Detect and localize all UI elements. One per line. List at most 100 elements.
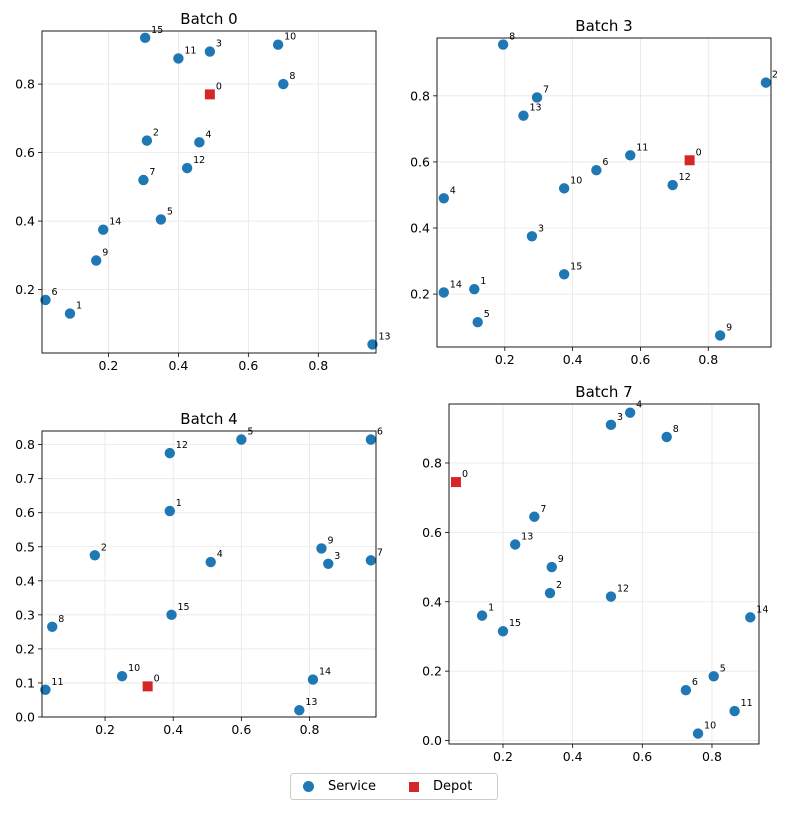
service-point-10 — [692, 728, 704, 739]
y-tick-label: 0.2 — [15, 641, 35, 656]
subplot-title: Batch 4 — [180, 410, 237, 428]
service-point-12 — [667, 179, 678, 191]
point-label: 2 — [556, 580, 562, 591]
service-marker-icon — [303, 781, 314, 792]
point-label: 1 — [176, 498, 182, 509]
axes-frame — [41, 30, 377, 354]
service-point-3 — [204, 46, 216, 57]
point-label: 3 — [334, 551, 340, 562]
service-point-14 — [438, 287, 449, 298]
y-tick-label: 0.2 — [422, 664, 442, 679]
point-label: 10 — [704, 721, 716, 732]
y-tick-label: 0.0 — [15, 710, 35, 725]
y-tick-label: 0.4 — [15, 214, 35, 229]
point-label: 12 — [193, 155, 205, 166]
point-label: 7 — [377, 547, 383, 558]
service-point-9 — [91, 255, 102, 266]
service-point-13 — [518, 110, 529, 121]
y-tick-label: 0.5 — [15, 539, 35, 554]
y-tick-label: 0.7 — [15, 471, 35, 486]
axes-frame — [448, 403, 760, 745]
service-point-1 — [164, 505, 176, 517]
point-label: 5 — [720, 663, 726, 674]
point-label: 15 — [509, 618, 521, 629]
x-tick-label: 0.8 — [300, 722, 320, 737]
x-tick-label: 0.2 — [95, 722, 115, 737]
point-label: 7 — [540, 504, 546, 515]
service-point-6 — [40, 294, 51, 306]
service-point-12 — [181, 162, 193, 174]
point-label: 5 — [247, 427, 253, 438]
point-label: 4 — [205, 129, 211, 140]
x-tick-label: 0.4 — [168, 358, 188, 373]
point-label: 6 — [602, 157, 608, 168]
service-point-1 — [469, 283, 480, 295]
service-point-15 — [139, 32, 151, 44]
depot-label: 0 — [696, 147, 702, 158]
service-point-3 — [605, 419, 617, 431]
service-point-8 — [497, 39, 509, 50]
point-label: 10 — [128, 663, 140, 674]
point-label: 9 — [558, 554, 564, 565]
y-tick-label: 0.2 — [410, 287, 430, 302]
service-point-10 — [272, 39, 284, 50]
point-label: 2 — [153, 128, 159, 139]
point-label: 2 — [772, 70, 778, 81]
point-label: 14 — [756, 604, 768, 615]
legend-label-service: Service — [328, 779, 377, 794]
y-tick-label: 0.4 — [422, 594, 442, 609]
point-label: 1 — [480, 276, 486, 287]
y-tick-label: 0.6 — [15, 145, 35, 160]
y-tick-label: 0.8 — [422, 455, 442, 470]
service-point-4 — [438, 193, 449, 204]
service-point-12 — [605, 591, 617, 602]
point-label: 12 — [679, 172, 691, 183]
point-label: 9 — [327, 535, 333, 546]
service-point-4 — [624, 407, 636, 418]
service-point-13 — [509, 539, 521, 550]
service-point-2 — [760, 77, 772, 88]
service-point-7 — [365, 555, 377, 566]
point-label: 6 — [692, 677, 698, 688]
service-point-8 — [278, 78, 289, 90]
point-label: 13 — [305, 697, 317, 708]
point-label: 4 — [636, 400, 642, 411]
point-label: 3 — [617, 412, 623, 423]
service-point-13 — [294, 704, 305, 716]
x-tick-label: 0.6 — [231, 722, 251, 737]
y-tick-label: 0.6 — [410, 154, 430, 169]
point-label: 6 — [377, 427, 383, 438]
service-point-10 — [558, 183, 570, 194]
point-label: 13 — [521, 532, 533, 543]
subplot-title: Batch 3 — [575, 17, 632, 35]
point-label: 12 — [617, 584, 629, 595]
y-tick-label: 0.0 — [422, 733, 442, 748]
x-tick-label: 0.2 — [99, 358, 119, 373]
service-point-11 — [173, 53, 184, 64]
point-label: 5 — [167, 206, 173, 217]
y-tick-label: 0.2 — [15, 282, 35, 297]
service-point-6 — [680, 685, 692, 696]
y-tick-label: 0.6 — [15, 505, 35, 520]
service-point-3 — [526, 231, 538, 242]
point-label: 14 — [109, 217, 121, 228]
service-point-6 — [365, 434, 377, 445]
service-point-15 — [497, 626, 509, 637]
depot-label: 0 — [154, 673, 160, 684]
service-point-15 — [166, 609, 177, 621]
depot-marker — [684, 155, 695, 166]
depot-label: 0 — [216, 81, 222, 92]
point-label: 1 — [488, 603, 494, 614]
point-label: 12 — [176, 440, 188, 451]
point-label: 6 — [51, 287, 57, 298]
service-point-9 — [714, 330, 726, 341]
service-point-9 — [316, 543, 327, 554]
service-point-1 — [64, 308, 76, 319]
service-point-5 — [472, 317, 483, 328]
service-point-11 — [40, 684, 51, 695]
point-label: 9 — [726, 322, 732, 333]
